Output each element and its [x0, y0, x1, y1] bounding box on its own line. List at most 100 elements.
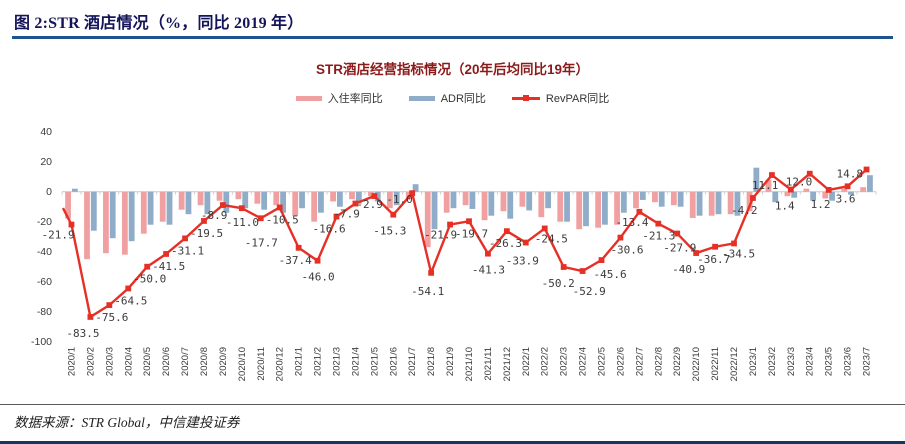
revpar-marker [238, 205, 245, 212]
occupancy-bar [216, 191, 223, 201]
revpar-marker [825, 187, 832, 193]
revpar-marker [220, 202, 226, 208]
x-tick-label: 2022/3 [559, 347, 570, 376]
revpar-marker [87, 314, 94, 320]
adr-bar [810, 191, 817, 201]
adr-bar [280, 191, 286, 213]
adr-bar [90, 191, 97, 231]
data-source: 数据来源：STR Global，中信建投证券 [14, 415, 240, 430]
occupancy-bar [633, 191, 639, 209]
occupancy-bar [65, 191, 71, 219]
revpar-marker [371, 193, 378, 199]
revpar-data-label: -2.9 [356, 198, 383, 211]
x-tick-label: 2021/10 [464, 347, 475, 381]
adr-bar [412, 184, 419, 192]
legend-label-adr: ADR同比 [440, 93, 486, 105]
x-tick-label: 2023/3 [786, 347, 797, 376]
occupancy-bar [273, 191, 280, 206]
revpar-marker [163, 251, 170, 257]
revpar-data-label: -34.5 [722, 247, 755, 260]
revpar-data-label: -21.3 [642, 230, 675, 243]
adr-bar [696, 191, 703, 216]
x-tick-label: 2020/10 [237, 347, 248, 381]
adr-bar [393, 191, 400, 206]
revpar-marker [674, 230, 681, 237]
revpar-data-label: -11.0 [226, 216, 259, 229]
adr-bar [242, 191, 249, 209]
adr-bar [658, 191, 665, 207]
occupancy-bar [197, 191, 204, 206]
revpar-marker [693, 250, 700, 256]
revpar-data-label: -50.0 [133, 273, 166, 286]
revpar-marker [560, 264, 567, 270]
y-tick-label: -20 [37, 216, 52, 228]
revpar-data-label: 1.2 [811, 198, 831, 211]
x-tick-label: 2020/8 [199, 347, 210, 376]
revpar-marker [182, 235, 188, 242]
chart-title: STR酒店经营指标情况（20年后均同比19年） [315, 62, 590, 77]
x-tick-label: 2022/2 [540, 347, 551, 376]
y-tick-label: 40 [40, 126, 52, 138]
revpar-marker [503, 228, 510, 235]
occupancy-bar [519, 191, 526, 207]
x-tick-label: 2022/4 [578, 347, 589, 376]
x-tick-label: 2022/7 [634, 347, 645, 376]
revpar-data-label: -36.7 [697, 253, 730, 266]
occupancy-bar [368, 191, 374, 197]
x-tick-label: 2020/1 [66, 347, 77, 376]
revpar-marker [390, 211, 397, 218]
revpar-data-label: -21.9 [41, 229, 74, 242]
occupancy-bar [860, 187, 867, 192]
y-tick-label: -60 [37, 276, 52, 288]
revpar-marker [541, 225, 548, 232]
revpar-data-label: -8.9 [201, 209, 228, 222]
adr-bar [545, 191, 552, 209]
x-tick-label: 2022/6 [615, 347, 626, 376]
adr-bar [185, 191, 192, 215]
occupancy-bar [784, 191, 791, 197]
adr-bar [772, 191, 779, 203]
revpar-data-label: 12.0 [786, 176, 813, 189]
x-tick-label: 2022/5 [597, 347, 608, 376]
revpar-marker [352, 200, 359, 207]
occupancy-bar [292, 191, 299, 216]
revpar-marker [522, 239, 529, 246]
revpar-data-label: 3.6 [836, 192, 856, 205]
revpar-marker [144, 263, 151, 270]
adr-bar [166, 191, 173, 225]
legend-label-revpar: RevPAR同比 [545, 93, 610, 105]
revpar-data-label: 11.1 [752, 179, 779, 192]
occupancy-bar [159, 191, 166, 222]
y-tick-label: -100 [31, 336, 52, 348]
x-tick-label: 2020/3 [104, 347, 115, 376]
revpar-marker [768, 172, 775, 178]
revpar-data-label: -41.5 [152, 260, 185, 273]
x-tick-label: 2023/5 [824, 347, 835, 376]
revpar-marker [636, 208, 643, 215]
revpar-data-label: -31.1 [171, 244, 204, 257]
occupancy-bar [822, 191, 829, 199]
x-tick-label: 2021/3 [331, 347, 342, 376]
x-tick-label: 2020/6 [161, 347, 172, 376]
occupancy-bar [386, 191, 393, 209]
revpar-marker [257, 215, 264, 222]
revpar-data-label: -83.5 [66, 327, 99, 340]
occupancy-bar [140, 191, 147, 234]
occupancy-bar [708, 191, 715, 216]
adr-bar [639, 191, 646, 200]
x-tick-label: 2021/8 [426, 347, 437, 376]
adr-bar [620, 191, 627, 213]
adr-bar [848, 191, 854, 195]
revpar-data-label: -30.6 [610, 244, 643, 257]
adr-bar [715, 191, 722, 215]
legend-label-occupancy: 入住率同比 [327, 93, 383, 105]
revpar-data-label: -4.2 [731, 204, 758, 217]
revpar-marker [409, 190, 416, 197]
revpar-data-label: -40.9 [672, 263, 705, 276]
adr-bar [355, 191, 362, 204]
x-tick-label: 2022/10 [691, 347, 702, 381]
revpar-data-label: -19.7 [455, 227, 488, 240]
adr-bar [261, 191, 268, 210]
